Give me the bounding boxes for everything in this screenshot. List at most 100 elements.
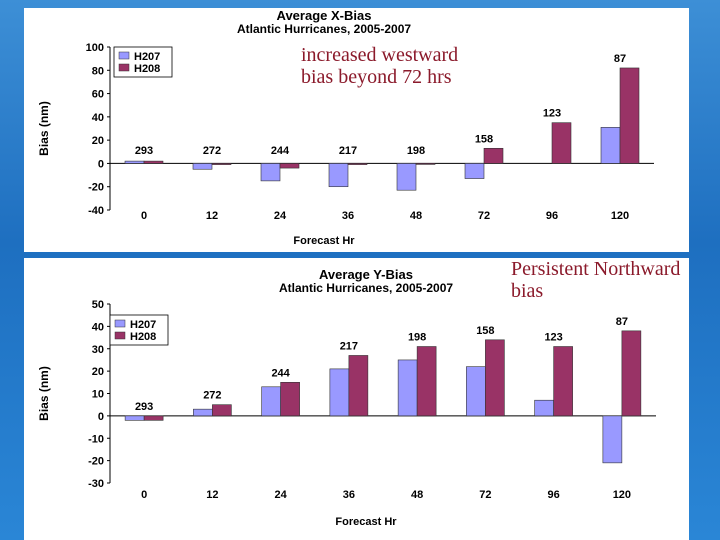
y-tick-label: 20 <box>92 366 104 378</box>
data-label-count: 217 <box>339 145 357 157</box>
bar-h208 <box>143 160 164 164</box>
y-tick-label: 0 <box>98 411 104 423</box>
x-axis-label: Forecast Hr <box>335 516 397 528</box>
legend-label-h208: H208 <box>130 331 156 343</box>
bar-h207 <box>260 163 281 182</box>
x-tick-label: 36 <box>342 210 354 222</box>
bar-h208 <box>279 163 300 169</box>
x-tick-label: 24 <box>274 210 287 222</box>
y-tick-label: 10 <box>92 389 104 401</box>
bar-h207 <box>602 415 623 464</box>
bar-h208 <box>143 415 164 421</box>
legend-label-h208: H208 <box>134 63 160 75</box>
bar-h208 <box>551 122 572 164</box>
x-tick-label: 120 <box>611 210 629 222</box>
y-tick-label: 100 <box>86 42 104 54</box>
x-tick-label: 48 <box>411 489 423 501</box>
y-tick-label: 60 <box>92 89 104 101</box>
chart-subtitle: Atlantic Hurricanes, 2005-2007 <box>279 281 453 295</box>
x-tick-label: 48 <box>410 210 422 222</box>
data-label-count: 293 <box>135 145 153 157</box>
bar-h207 <box>124 415 145 421</box>
y-tick-label: 40 <box>92 112 104 124</box>
bar-h207 <box>464 163 485 179</box>
x-tick-label: 12 <box>206 210 218 222</box>
legend-label-h207: H207 <box>130 319 156 331</box>
chart-title: Average X-Bias <box>277 8 372 23</box>
legend-swatch-h208 <box>118 63 130 72</box>
y-tick-label: -10 <box>88 433 104 445</box>
bar-h208 <box>348 355 369 417</box>
data-label-count: 272 <box>203 390 221 402</box>
x-tick-label: 24 <box>275 489 288 501</box>
bar-h208 <box>212 404 232 417</box>
data-label-count: 87 <box>614 53 626 65</box>
bar-h207 <box>534 399 554 417</box>
data-label-count: 217 <box>340 340 358 352</box>
y-bias-annotation: Persistent Northward bias <box>511 258 681 302</box>
data-label-count: 123 <box>544 332 562 344</box>
bar-h207 <box>397 359 418 417</box>
y-tick-label: -30 <box>88 478 104 490</box>
bar-h207 <box>192 163 213 170</box>
bar-h207 <box>124 160 145 164</box>
data-label-count: 198 <box>407 145 425 157</box>
chart-title: Average Y-Bias <box>319 267 413 282</box>
legend-swatch-h208 <box>114 331 126 340</box>
data-label-count: 244 <box>271 367 290 379</box>
y-tick-label: 0 <box>98 158 104 170</box>
legend-swatch-h207 <box>114 319 126 328</box>
x-tick-label: 0 <box>141 210 147 222</box>
legend-swatch-h207 <box>118 51 130 60</box>
y-tick-label: 20 <box>92 135 104 147</box>
x-tick-label: 72 <box>478 210 490 222</box>
bar-h207 <box>328 163 349 188</box>
bar-h208 <box>347 163 368 165</box>
y-tick-label: 30 <box>92 344 104 356</box>
x-bias-annotation: increased westward bias beyond 72 hrs <box>301 44 459 88</box>
y-tick-label: 40 <box>92 321 104 333</box>
bar-h208 <box>553 346 573 417</box>
bar-h207 <box>600 127 621 164</box>
bar-h208 <box>280 382 300 417</box>
x-tick-label: 96 <box>548 489 560 501</box>
bar-h208 <box>619 67 640 164</box>
data-label-count: 244 <box>271 145 290 157</box>
y-tick-label: -20 <box>88 182 104 194</box>
x-tick-label: 36 <box>343 489 355 501</box>
data-label-count: 293 <box>135 401 153 413</box>
data-label-count: 158 <box>476 325 494 337</box>
bar-h208 <box>415 163 436 165</box>
data-label-count: 158 <box>475 133 493 145</box>
bar-h207 <box>261 386 281 417</box>
chart-subtitle: Atlantic Hurricanes, 2005-2007 <box>237 22 411 36</box>
y-tick-label: -40 <box>88 205 104 217</box>
bar-h207 <box>396 163 417 191</box>
x-tick-label: 96 <box>546 210 558 222</box>
bar-h207 <box>466 366 486 417</box>
data-label-count: 272 <box>203 145 221 157</box>
bar-h208 <box>483 147 504 164</box>
bar-h208 <box>485 339 505 417</box>
y-tick-label: 50 <box>92 299 104 311</box>
y-axis-label: Bias (nm) <box>37 101 51 156</box>
x-tick-label: 0 <box>141 489 147 501</box>
x-tick-label: 72 <box>479 489 491 501</box>
data-label-count: 198 <box>408 332 426 344</box>
bar-h207 <box>193 408 213 417</box>
x-tick-label: 12 <box>206 489 218 501</box>
bar-h208 <box>211 163 232 165</box>
bar-h207 <box>329 368 350 417</box>
legend-label-h207: H207 <box>134 51 160 63</box>
bar-h208 <box>621 330 642 417</box>
y-tick-label: -20 <box>88 456 104 468</box>
bar-h208 <box>416 346 437 417</box>
x-axis-label: Forecast Hr <box>293 235 355 247</box>
y-axis-label: Bias (nm) <box>37 366 51 421</box>
y-tick-label: 80 <box>92 65 104 77</box>
data-label-count: 123 <box>543 108 561 120</box>
x-tick-label: 120 <box>613 489 631 501</box>
